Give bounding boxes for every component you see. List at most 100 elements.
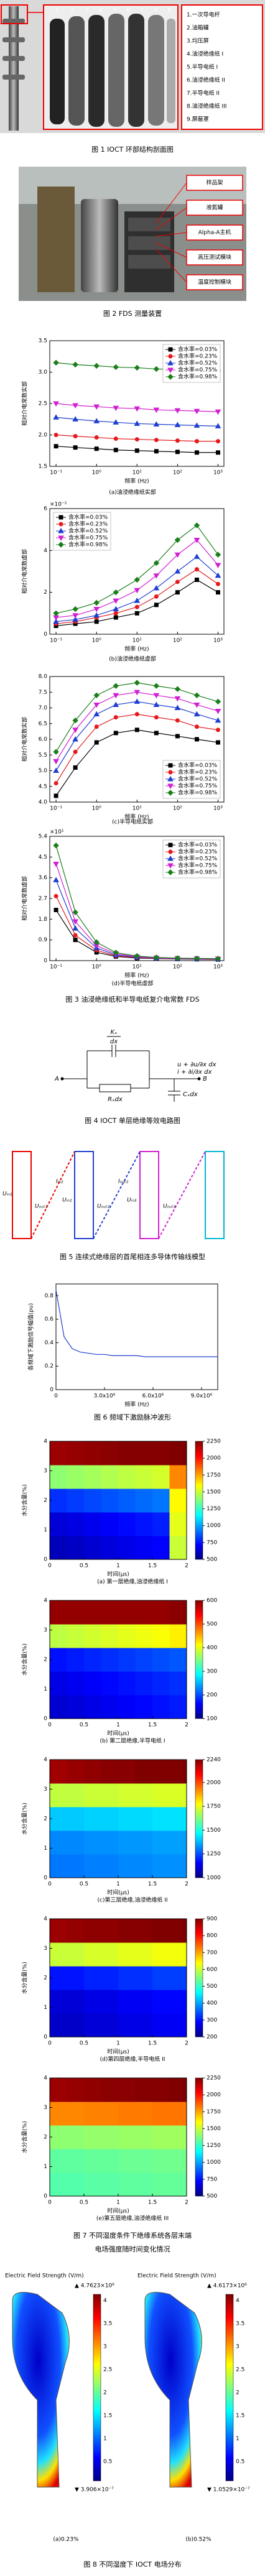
caption: 图 7 不同湿度条件下绝缘系统各层末端 bbox=[73, 2231, 192, 2240]
data-point bbox=[53, 877, 59, 882]
data-point bbox=[153, 407, 160, 413]
y-axis-label: 水分含量(%) bbox=[21, 1484, 29, 1517]
heat-cell bbox=[67, 1942, 85, 1967]
data-point bbox=[215, 955, 221, 962]
colorbar-label: 1750 bbox=[207, 1804, 221, 1810]
data-point bbox=[134, 611, 139, 616]
y-tick-label: 0.6 bbox=[45, 1316, 54, 1323]
heat-cell bbox=[118, 2013, 136, 2038]
heat-cell bbox=[84, 1671, 101, 1696]
heat-cell bbox=[118, 2125, 136, 2149]
analyzer-panel bbox=[128, 255, 170, 269]
subcaption: (d)第四层绝缘,半导电纸 II bbox=[100, 2056, 165, 2063]
caption: 图 6 频域下激励脉冲波形 bbox=[94, 1413, 171, 1421]
heat-cell bbox=[152, 1783, 170, 1807]
layer-box bbox=[139, 1151, 159, 1239]
port-label: Iₒᵤₜ₂ bbox=[118, 1179, 129, 1185]
heat-cell bbox=[118, 1966, 136, 1990]
data-point bbox=[193, 692, 200, 699]
data-point bbox=[72, 925, 79, 931]
y-tick-label: 3 bbox=[44, 1786, 47, 1793]
data-point bbox=[58, 515, 63, 520]
data-point bbox=[72, 416, 79, 422]
heat-cell bbox=[152, 1695, 170, 1719]
heat-cell bbox=[101, 1536, 119, 1560]
data-point bbox=[134, 953, 140, 959]
data-point bbox=[113, 701, 119, 707]
node bbox=[60, 1077, 64, 1081]
legend-label: 含水率=0.98% bbox=[178, 869, 218, 876]
y-multiplier: ×10¹ bbox=[50, 829, 64, 836]
colorbar-label: 1750 bbox=[207, 2109, 221, 2115]
x-tick-label: 10³ bbox=[213, 638, 223, 644]
colorbar bbox=[195, 1600, 203, 1719]
y-tick-label: 3.0 bbox=[39, 369, 48, 376]
x-tick-label: 0.5 bbox=[80, 2200, 88, 2206]
y-axis-label: 水分含量(%) bbox=[21, 1643, 29, 1676]
heat-cell bbox=[84, 1854, 101, 1878]
data-point bbox=[53, 401, 59, 407]
legend-label: 含水率=0.23% bbox=[178, 848, 218, 856]
colorbar-label: 500 bbox=[207, 2194, 217, 2200]
colorbar-label: 200 bbox=[207, 1692, 217, 1699]
legend-label: 含水率=0.03% bbox=[178, 762, 218, 769]
data-point bbox=[113, 436, 118, 441]
data-point bbox=[73, 445, 78, 450]
data-point bbox=[53, 618, 59, 624]
dewar bbox=[81, 199, 118, 292]
y-tick-label: 3.6 bbox=[39, 875, 48, 881]
heat-cell bbox=[50, 1648, 67, 1672]
heat-cell bbox=[152, 1648, 170, 1672]
node-label: B bbox=[203, 1076, 207, 1083]
heat-cell bbox=[152, 1942, 170, 1967]
colorbar-label: 500 bbox=[207, 1983, 217, 1990]
data-point bbox=[134, 588, 141, 594]
colorbar-label: 2000 bbox=[207, 1456, 221, 1462]
x-axis-label: 频率 (Hz) bbox=[124, 1401, 149, 1408]
data-point bbox=[94, 724, 99, 729]
x-tick-label: 10² bbox=[173, 806, 182, 812]
subcaption: (b)0.52% bbox=[185, 2537, 212, 2543]
heat-cell bbox=[152, 1807, 170, 1831]
x-tick-label: 1.5 bbox=[148, 2200, 157, 2206]
layer-box bbox=[74, 1151, 94, 1239]
data-point bbox=[215, 409, 221, 415]
data-point bbox=[72, 727, 79, 733]
y-tick-label: 1 bbox=[44, 2164, 47, 2170]
data-point bbox=[72, 919, 79, 925]
data-point bbox=[215, 552, 221, 558]
heat-cell bbox=[101, 2078, 119, 2102]
colorbar-label: 1500 bbox=[207, 1827, 221, 1834]
colorbar-label: 2250 bbox=[207, 2075, 221, 2082]
heat-cell bbox=[50, 1671, 67, 1696]
data-point bbox=[53, 843, 59, 849]
equipment-label: Alpha-A主机 bbox=[198, 229, 231, 236]
heat-cell bbox=[101, 2125, 119, 2149]
link bbox=[93, 1151, 141, 1239]
x-tick-label: 1 bbox=[116, 1881, 120, 1888]
heat-cell bbox=[101, 1489, 119, 1513]
shed bbox=[2, 19, 25, 24]
data-point bbox=[73, 938, 78, 943]
data-point bbox=[94, 619, 99, 624]
heat-cell bbox=[67, 1600, 85, 1625]
heat-cell bbox=[67, 1624, 85, 1648]
y-tick-label: 4 bbox=[44, 2075, 47, 2082]
link bbox=[158, 1151, 206, 1239]
port-label: Uᵢₙ₂ bbox=[62, 1198, 72, 1204]
heat-cell bbox=[135, 1671, 153, 1696]
y-tick-label: 2 bbox=[44, 1498, 47, 1504]
part-label: 6.油浸绝缘纸 II bbox=[187, 76, 225, 84]
heat-cell bbox=[169, 1854, 187, 1878]
port-label: Uₒᵤₜ₂ bbox=[97, 1204, 110, 1210]
data-point bbox=[113, 693, 119, 699]
y-tick-label: 4.0 bbox=[39, 800, 48, 806]
data-point bbox=[53, 433, 58, 437]
data-point bbox=[153, 954, 160, 961]
colorbar-label: 1250 bbox=[207, 2143, 221, 2149]
data-point bbox=[193, 702, 200, 708]
figure-4 bbox=[60, 1045, 201, 1102]
colorbar-label: 4 bbox=[236, 2298, 239, 2304]
heat-cell bbox=[135, 1966, 153, 1990]
heat-cell bbox=[152, 1489, 170, 1513]
